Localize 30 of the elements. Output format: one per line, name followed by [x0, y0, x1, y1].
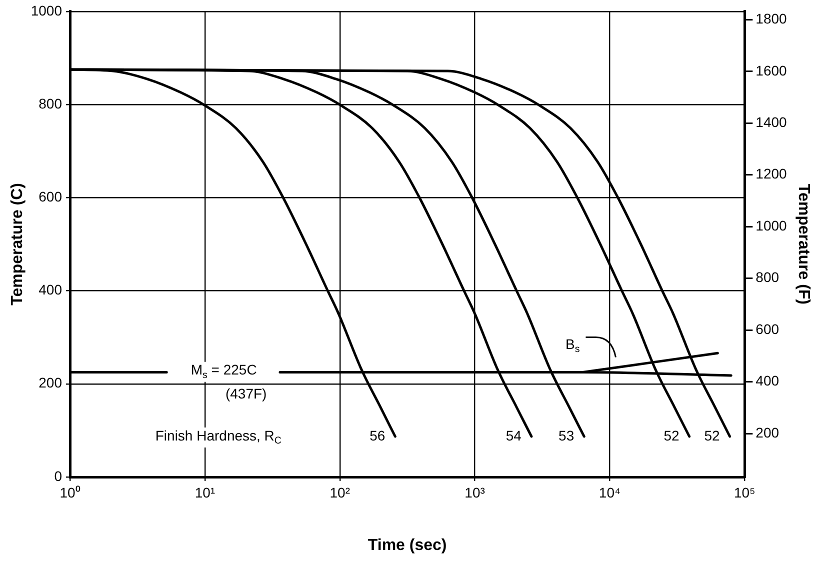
- x-tick-label: 10⁴: [598, 484, 621, 500]
- y-axis-title: Temperature (C): [9, 183, 26, 306]
- series-label: 52: [664, 427, 680, 444]
- x-tick-label: 10³: [464, 484, 486, 500]
- series-label: 56: [370, 427, 386, 444]
- y-tick-label: 600: [38, 188, 62, 204]
- y2-tick-label: 200: [756, 424, 780, 440]
- y2-tick-label: 800: [756, 269, 780, 286]
- y2-tick-label: 600: [756, 320, 780, 337]
- y2-tick-label: 1800: [756, 10, 788, 27]
- x-axis-title: Time (sec): [368, 536, 447, 554]
- x-tick-label: 10⁰: [60, 484, 80, 500]
- annotation: (437F): [225, 385, 267, 402]
- y2-tick-label: 1400: [756, 114, 788, 130]
- y2-tick-label: 400: [756, 372, 780, 389]
- series-label: 53: [558, 427, 574, 444]
- series-label: 52: [704, 427, 720, 444]
- x-tick-label: 10¹: [194, 484, 216, 500]
- y2-tick-label: 1600: [756, 62, 788, 78]
- series-label: 54: [506, 427, 522, 444]
- y2-tick-label: 1200: [756, 166, 788, 182]
- y-tick-label: 1000: [30, 2, 62, 18]
- y-tick-label: 0: [54, 468, 62, 484]
- x-tick-label: 10⁵: [734, 484, 756, 500]
- x-tick-label: 10²: [330, 484, 350, 500]
- y2-axis-title: Temperature (F): [794, 184, 812, 305]
- y2-tick-label: 1000: [756, 217, 788, 234]
- y-tick-label: 200: [38, 374, 62, 391]
- y-tick-label: 800: [38, 95, 62, 112]
- y-tick-label: 400: [38, 282, 62, 298]
